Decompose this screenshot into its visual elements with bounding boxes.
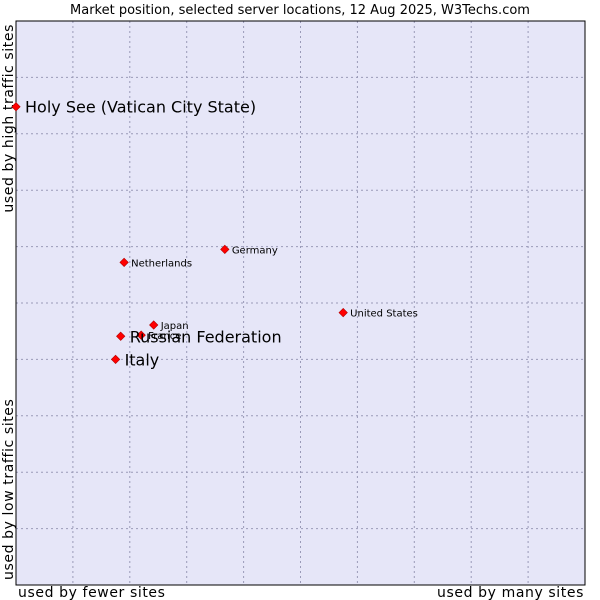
y-axis-label-high: used by high traffic sites [1,24,17,213]
chart-title: Market position, selected server locatio… [70,3,530,18]
point-france [136,330,146,340]
point-germany [220,244,230,255]
data-points: Holy See (Vatican City State) Germany Neth… [11,98,418,369]
point-holy-see-vatican-city-state [11,102,21,112]
point-label-france: France [148,331,181,342]
point-label-germany: Germany [232,245,278,256]
point-netherlands [119,257,129,268]
point-label-italy: Italy [125,350,160,369]
point-label-russian-federation: Russian Federation [130,327,282,346]
point-label-united-states: United States [350,309,418,320]
x-axis-label-low: used by fewer sites [18,585,166,600]
plot-border [15,20,586,586]
point-italy [110,354,121,365]
point-united-states [338,307,348,318]
point-label-holy-see-vatican-city-state: Holy See (Vatican City State) [25,98,256,117]
point-label-netherlands: Netherlands [131,258,192,269]
grid-lines [16,21,585,585]
x-axis-label-high: used by many sites [437,585,584,600]
point-japan [149,320,159,330]
y-axis-label-low: used by low traffic sites [1,399,17,580]
point-label-japan: Japan [160,321,189,332]
point-russian-federation [116,331,126,341]
